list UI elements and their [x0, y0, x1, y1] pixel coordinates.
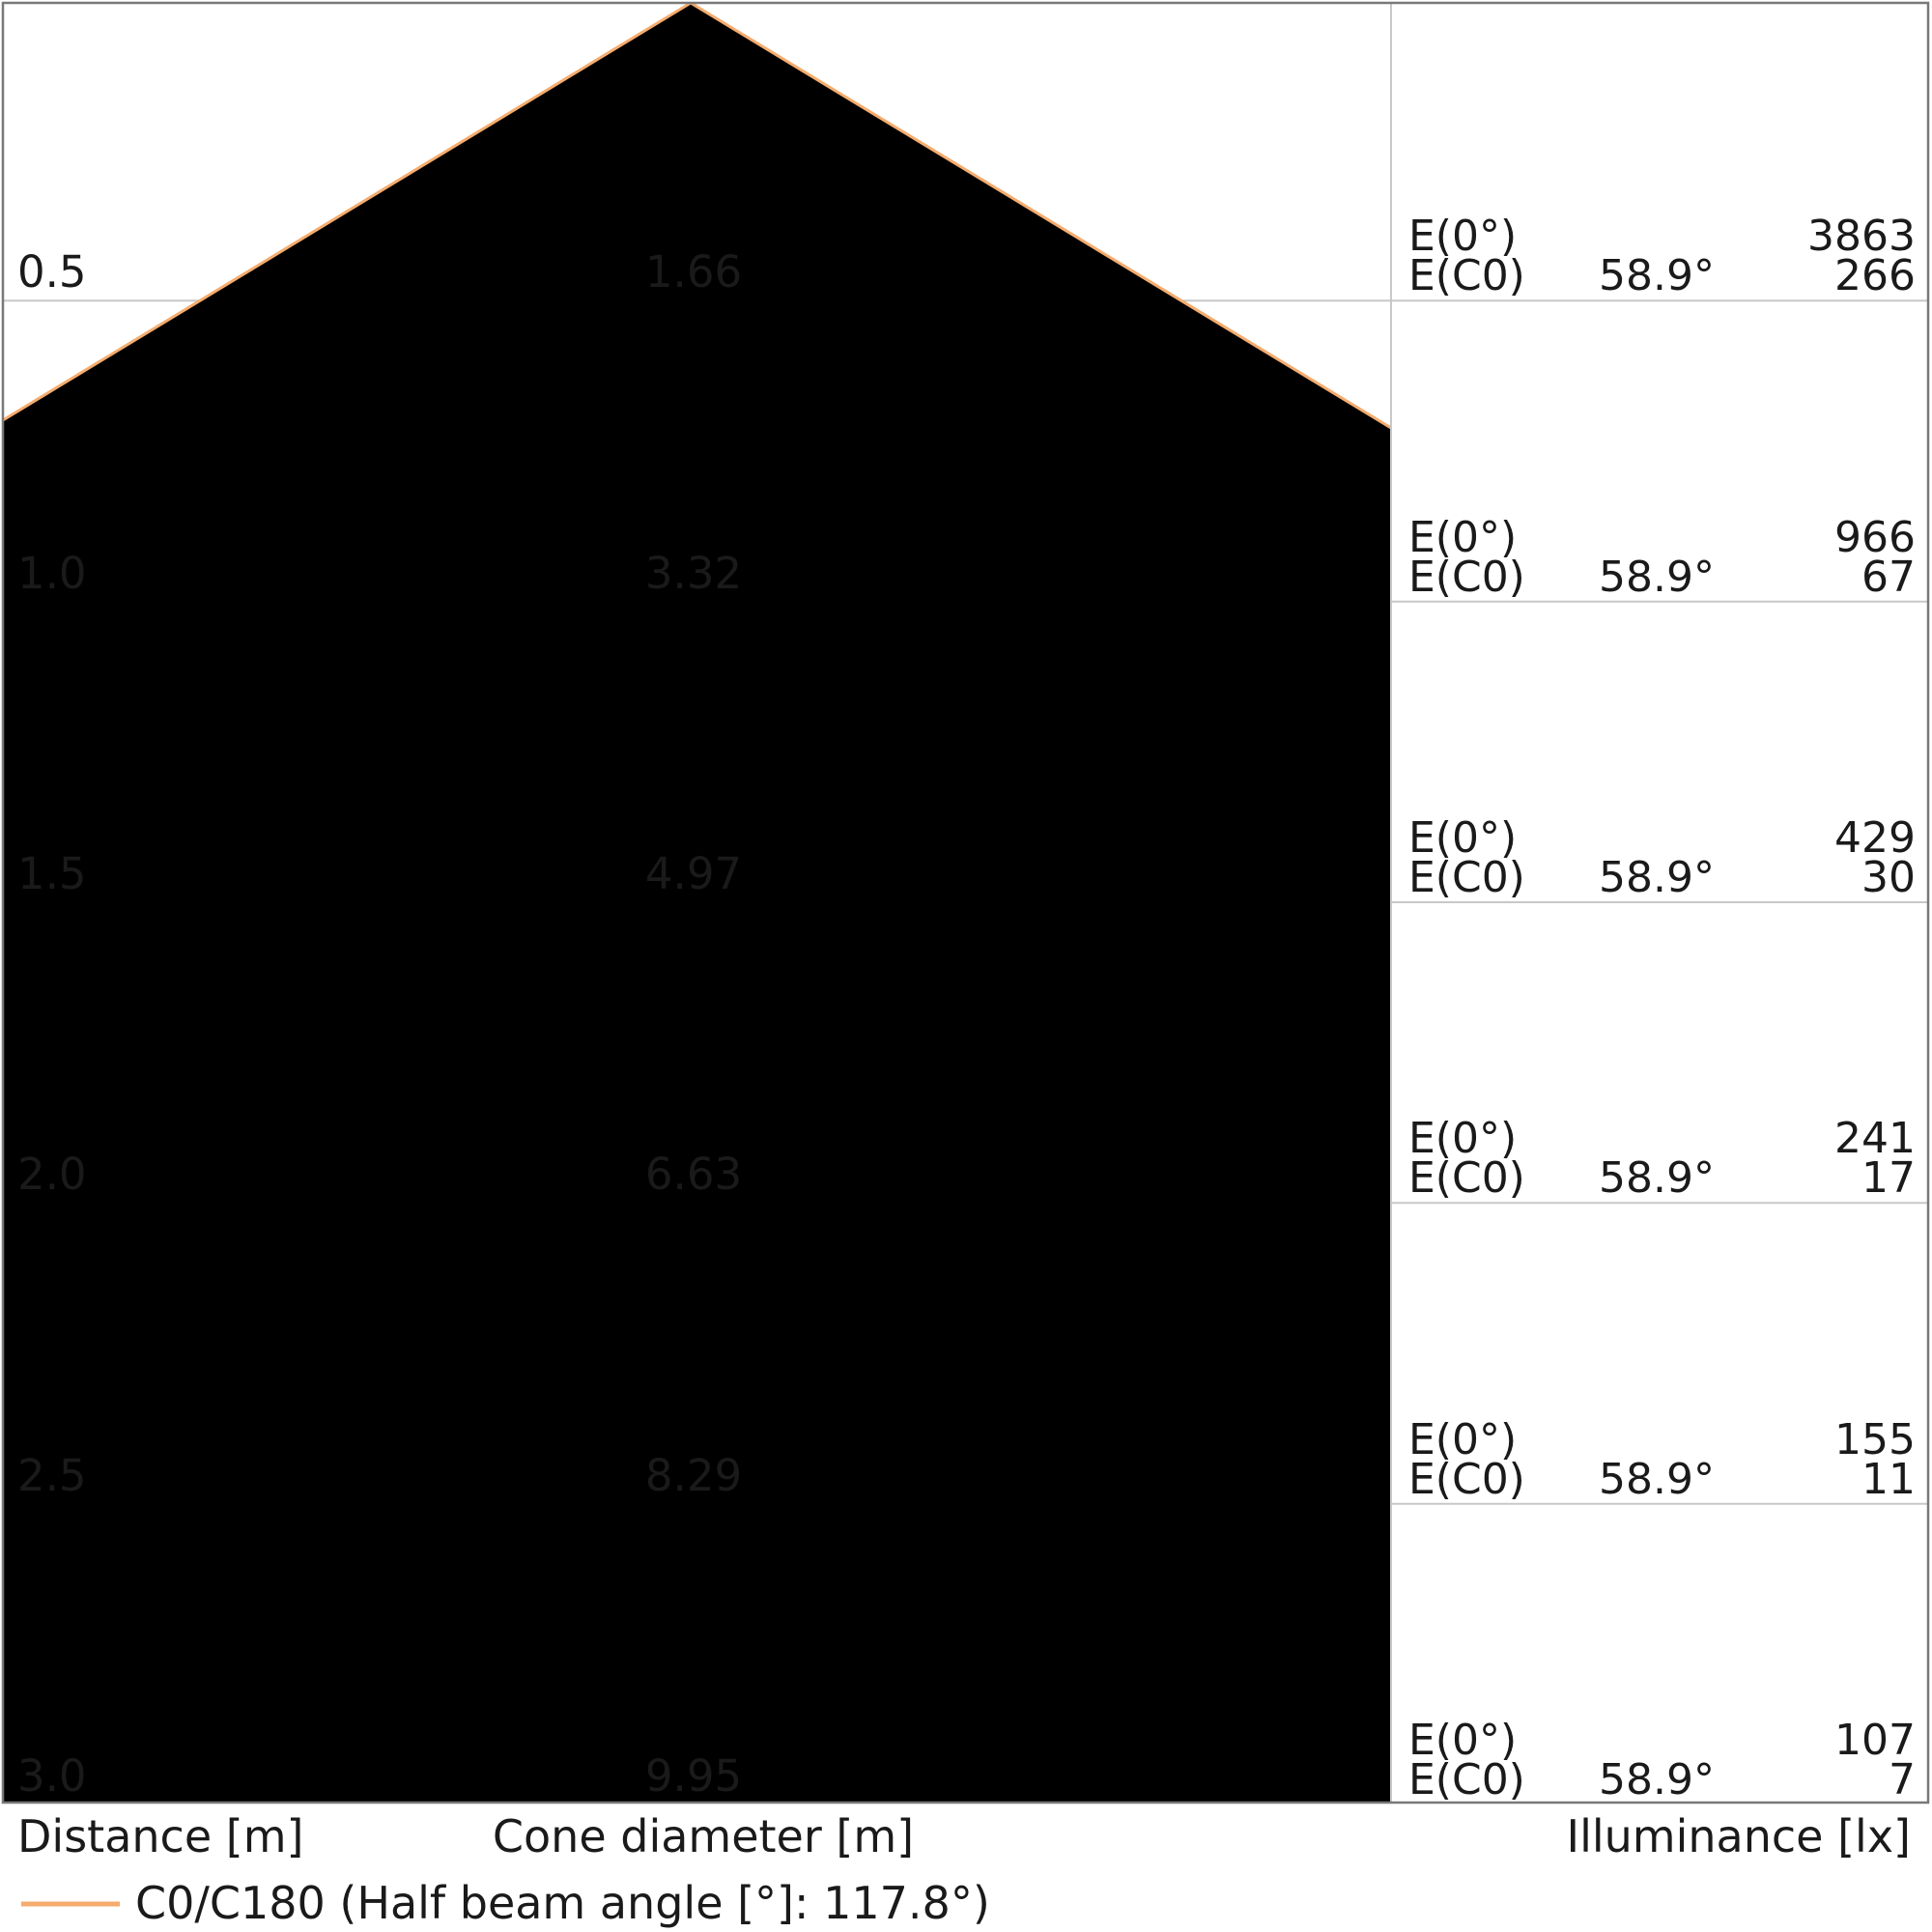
cone-diameter-value: 9.95 — [644, 1750, 743, 1802]
ec0-label: E(C0) — [1408, 552, 1525, 602]
ec0-value: 7 — [1889, 1755, 1916, 1804]
ec0-value: 17 — [1861, 1153, 1916, 1204]
ec0-label: E(C0) — [1408, 1454, 1525, 1504]
ec0-value: 67 — [1861, 552, 1916, 602]
light-cone-area — [3, 3, 1391, 1803]
ec0-label: E(C0) — [1408, 1755, 1525, 1804]
distance-tick-label: 1.5 — [17, 848, 87, 899]
cone-diameter-axis-label: Cone diameter [m] — [492, 1810, 915, 1862]
e0-label: E(0°) — [1408, 212, 1518, 262]
distance-tick-label: 3.0 — [17, 1750, 87, 1802]
e0-value: 155 — [1834, 1414, 1916, 1464]
ec0-angle: 58.9° — [1599, 251, 1715, 301]
e0-value: 107 — [1834, 1716, 1916, 1765]
distance-tick-label: 0.5 — [17, 246, 87, 298]
cone-diameter-value: 4.97 — [644, 848, 743, 899]
distance-axis-label: Distance [m] — [17, 1810, 304, 1862]
e0-value: 241 — [1834, 1114, 1916, 1164]
ec0-angle: 58.9° — [1599, 1454, 1715, 1504]
ec0-angle: 58.9° — [1599, 853, 1715, 902]
e0-value: 966 — [1834, 512, 1916, 562]
e0-label: E(0°) — [1408, 813, 1518, 863]
ec0-angle: 58.9° — [1599, 1755, 1715, 1804]
ec0-angle: 58.9° — [1599, 552, 1715, 602]
illuminance-axis-label: Illuminance [lx] — [1566, 1810, 1911, 1862]
ec0-angle: 58.9° — [1599, 1153, 1715, 1204]
legend-label: C0/C180 (Half beam angle [°]: 117.8°) — [135, 1877, 990, 1929]
ec0-value: 30 — [1861, 853, 1916, 902]
distance-tick-label: 2.0 — [17, 1149, 87, 1201]
ec0-label: E(C0) — [1408, 251, 1525, 301]
beam-edge-left — [2, 1, 692, 422]
cone-diameter-value: 3.32 — [644, 547, 743, 599]
e0-label: E(0°) — [1408, 1716, 1518, 1765]
cone-diameter-value: 6.63 — [644, 1149, 743, 1201]
distance-tick-label: 2.5 — [17, 1449, 87, 1501]
e0-label: E(0°) — [1408, 1414, 1518, 1464]
ec0-value: 11 — [1861, 1454, 1916, 1504]
chart-border — [1, 1, 1930, 1804]
beam-edge-lines — [2, 1, 1392, 430]
cone-diameter-value: 1.66 — [644, 246, 743, 298]
e0-value: 429 — [1834, 813, 1916, 863]
e0-value: 3863 — [1807, 212, 1916, 262]
e0-label: E(0°) — [1408, 1114, 1518, 1164]
ec0-label: E(C0) — [1408, 853, 1525, 902]
beam-edge-right — [690, 1, 1392, 430]
e0-label: E(0°) — [1408, 512, 1518, 562]
distance-tick-label: 1.0 — [17, 547, 87, 599]
ec0-label: E(C0) — [1408, 1153, 1525, 1204]
ec0-value: 266 — [1834, 251, 1916, 301]
cone-diameter-value: 8.29 — [644, 1449, 743, 1501]
